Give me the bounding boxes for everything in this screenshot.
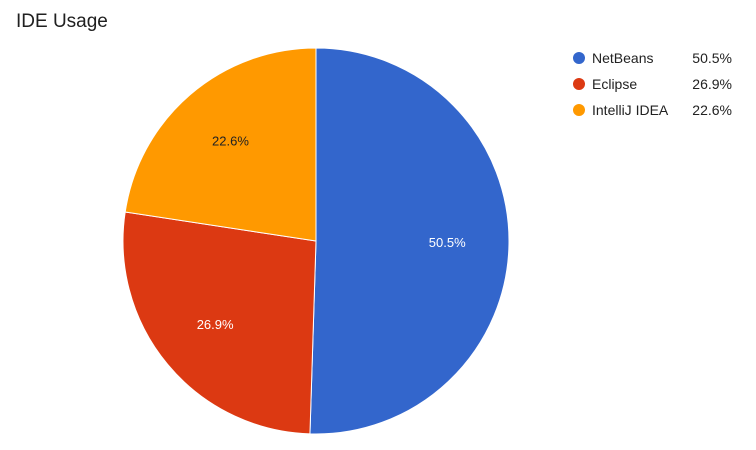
legend-value-netbeans: 50.5% [692, 50, 732, 66]
slice-label-eclipse: 26.9% [197, 317, 234, 332]
legend-label-netbeans[interactable]: NetBeans [592, 50, 653, 66]
pie-slice-labels: 50.5% 26.9% 22.6% [197, 133, 466, 332]
pie-slices [122, 47, 510, 435]
legend-label-eclipse[interactable]: Eclipse [592, 76, 637, 92]
legend-value-eclipse: 26.9% [692, 76, 732, 92]
slice-label-intellij-idea: 22.6% [212, 133, 249, 148]
slice-label-netbeans: 50.5% [429, 235, 466, 250]
legend-swatch-intellij-idea [573, 104, 585, 116]
legend-swatch-eclipse [573, 78, 585, 90]
legend-swatch-netbeans [573, 52, 585, 64]
pie-slice-eclipse[interactable] [122, 211, 317, 435]
pie-slice-netbeans[interactable] [309, 47, 510, 435]
legend-value-intellij-idea: 22.6% [692, 102, 732, 118]
legend: NetBeans 50.5% Eclipse 26.9% IntelliJ IDEA 22… [573, 50, 732, 118]
pie-slice-intellij-idea[interactable] [124, 47, 317, 242]
chart-title: IDE Usage [16, 11, 108, 32]
legend-label-intellij-idea[interactable]: IntelliJ IDEA [592, 102, 669, 118]
